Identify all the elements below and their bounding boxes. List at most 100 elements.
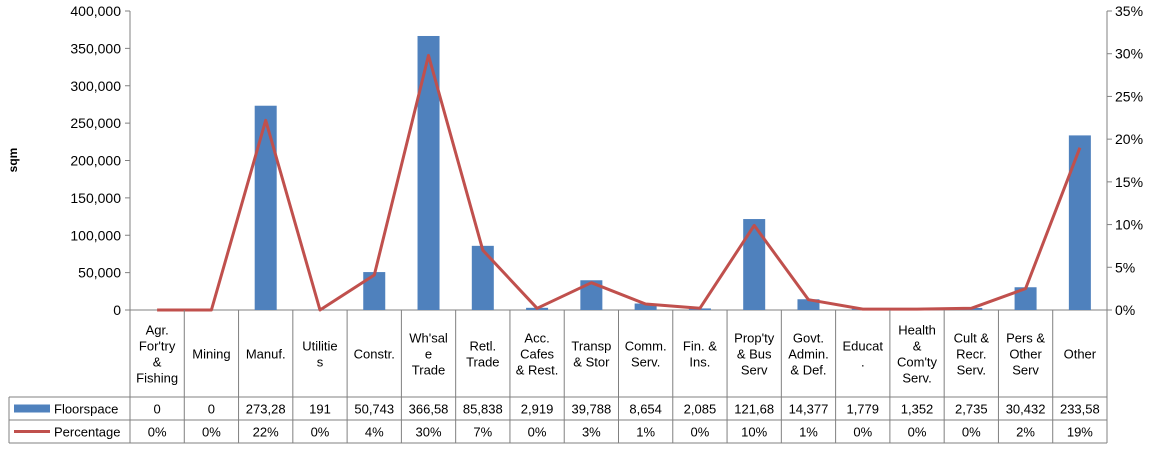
category-label: Recr. xyxy=(956,347,986,362)
floorspace-bar xyxy=(634,303,657,310)
y-axis-label: sqm xyxy=(6,148,20,173)
percentage-value-label: 2% xyxy=(1016,425,1035,440)
category-label: e xyxy=(425,347,432,362)
category-label: & Stor xyxy=(573,355,610,370)
category-label: Com'ty xyxy=(897,355,938,370)
floorspace-bar xyxy=(417,35,440,311)
left-tick-label: 100,000 xyxy=(70,227,121,243)
floorspace-value-label: 50,743 xyxy=(354,402,394,417)
category-label: For'try xyxy=(139,339,176,354)
floorspace-bar xyxy=(254,105,277,310)
percentage-value-label: 0% xyxy=(148,425,167,440)
right-tick-label: 30% xyxy=(1115,46,1143,62)
percentage-legend-label: Percentage xyxy=(54,425,121,440)
floorspace-bar xyxy=(797,299,820,310)
right-tick-label: 20% xyxy=(1115,131,1143,147)
category-label: & Rest. xyxy=(516,363,559,378)
floorspace-value-label: 0 xyxy=(154,402,161,417)
floorspace-bar xyxy=(743,219,766,310)
percentage-value-label: 1% xyxy=(636,425,655,440)
floorspace-value-label: 2,919 xyxy=(521,402,554,417)
category-label: Pers & xyxy=(1006,331,1045,346)
left-axis: 0 50,000 100,000 150,000 200,000 250,000 300,0… xyxy=(70,3,130,318)
category-label: Constr. xyxy=(354,347,395,362)
percentage-value-label: 7% xyxy=(473,425,492,440)
floorspace-legend-label: Floorspace xyxy=(54,402,118,417)
floorspace-bar xyxy=(1014,287,1037,310)
category-label: Trade xyxy=(412,363,445,378)
left-tick-label: 0 xyxy=(113,302,121,318)
floorspace-value-label: 1,352 xyxy=(901,402,934,417)
category-label: & xyxy=(153,355,162,370)
floorspace-value-label: 233,58 xyxy=(1060,402,1100,417)
category-label: Admin. xyxy=(788,347,828,362)
right-tick-label: 15% xyxy=(1115,174,1143,190)
left-tick-label: 300,000 xyxy=(70,78,121,94)
category-label: Govt. xyxy=(793,331,824,346)
category-label: Ins. xyxy=(689,355,710,370)
category-label: Other xyxy=(1009,347,1042,362)
percentage-value-label: 19% xyxy=(1067,425,1093,440)
floorspace-legend-key xyxy=(14,404,50,413)
category-label: Fishing xyxy=(136,371,178,386)
floorspace-value-label: 39,788 xyxy=(571,402,611,417)
category-label: Wh'sal xyxy=(409,331,448,346)
category-label: Educat xyxy=(843,339,884,354)
floorspace-value-label: 30,432 xyxy=(1006,402,1046,417)
left-tick-label: 150,000 xyxy=(70,190,121,206)
category-label: Health xyxy=(898,323,936,338)
floorspace-bar xyxy=(580,280,603,310)
category-label: & Bus xyxy=(737,347,772,362)
left-tick-label: 400,000 xyxy=(70,3,121,19)
category-label: Fin. & xyxy=(683,339,717,354)
right-tick-label: 35% xyxy=(1115,3,1143,19)
category-label: Serv xyxy=(741,363,768,378)
percentage-value-label: 22% xyxy=(253,425,279,440)
category-label: Agr. xyxy=(146,323,169,338)
line-series xyxy=(157,53,1082,312)
floorspace-value-label: 8,654 xyxy=(629,402,662,417)
right-tick-label: 25% xyxy=(1115,88,1143,104)
category-label: Serv. xyxy=(631,355,660,370)
category-label: Transp xyxy=(571,339,611,354)
percentage-value-label: 0% xyxy=(528,425,547,440)
category-label: . xyxy=(861,355,865,370)
category-label: & xyxy=(913,339,922,354)
left-tick-label: 50,000 xyxy=(78,265,121,281)
floorspace-value-label: 2,085 xyxy=(684,402,717,417)
category-label: Other xyxy=(1064,347,1097,362)
category-label: & Def. xyxy=(790,363,826,378)
percentage-value-label: 3% xyxy=(582,425,601,440)
floorspace-value-label: 14,377 xyxy=(789,402,829,417)
left-tick-label: 250,000 xyxy=(70,115,121,131)
percentage-value-label: 1% xyxy=(799,425,818,440)
category-label: Acc. xyxy=(524,331,549,346)
percentage-value-label: 30% xyxy=(416,425,442,440)
floorspace-value-label: 121,68 xyxy=(734,402,774,417)
floorspace-bar xyxy=(1068,135,1091,310)
floorspace-value-label: 1,779 xyxy=(846,402,879,417)
right-tick-label: 0% xyxy=(1115,302,1135,318)
percentage-line xyxy=(157,53,1082,312)
right-tick-label: 5% xyxy=(1115,259,1135,275)
left-tick-label: 200,000 xyxy=(70,153,121,169)
floorspace-bar xyxy=(471,245,494,310)
percentage-value-label: 0% xyxy=(853,425,872,440)
percentage-value-label: 0% xyxy=(691,425,710,440)
category-label: Cafes xyxy=(520,347,554,362)
bar-series xyxy=(254,35,1091,311)
right-axis: 0% 5% 10% 15% 20% 25% 30% 35% xyxy=(1107,3,1143,318)
floorspace-bar xyxy=(363,272,386,310)
percentage-value-label: 4% xyxy=(365,425,384,440)
floorspace-value-label: 273,28 xyxy=(246,402,286,417)
right-tick-label: 10% xyxy=(1115,217,1143,233)
percentage-value-label: 0% xyxy=(908,425,927,440)
floorspace-value-label: 85,838 xyxy=(463,402,503,417)
category-label: Manuf. xyxy=(246,347,286,362)
floorspace-value-label: 2,735 xyxy=(955,402,988,417)
category-label: Comm. xyxy=(625,339,667,354)
left-tick-label: 350,000 xyxy=(70,40,121,56)
category-label: Serv xyxy=(1012,363,1039,378)
category-label: Serv. xyxy=(957,363,986,378)
